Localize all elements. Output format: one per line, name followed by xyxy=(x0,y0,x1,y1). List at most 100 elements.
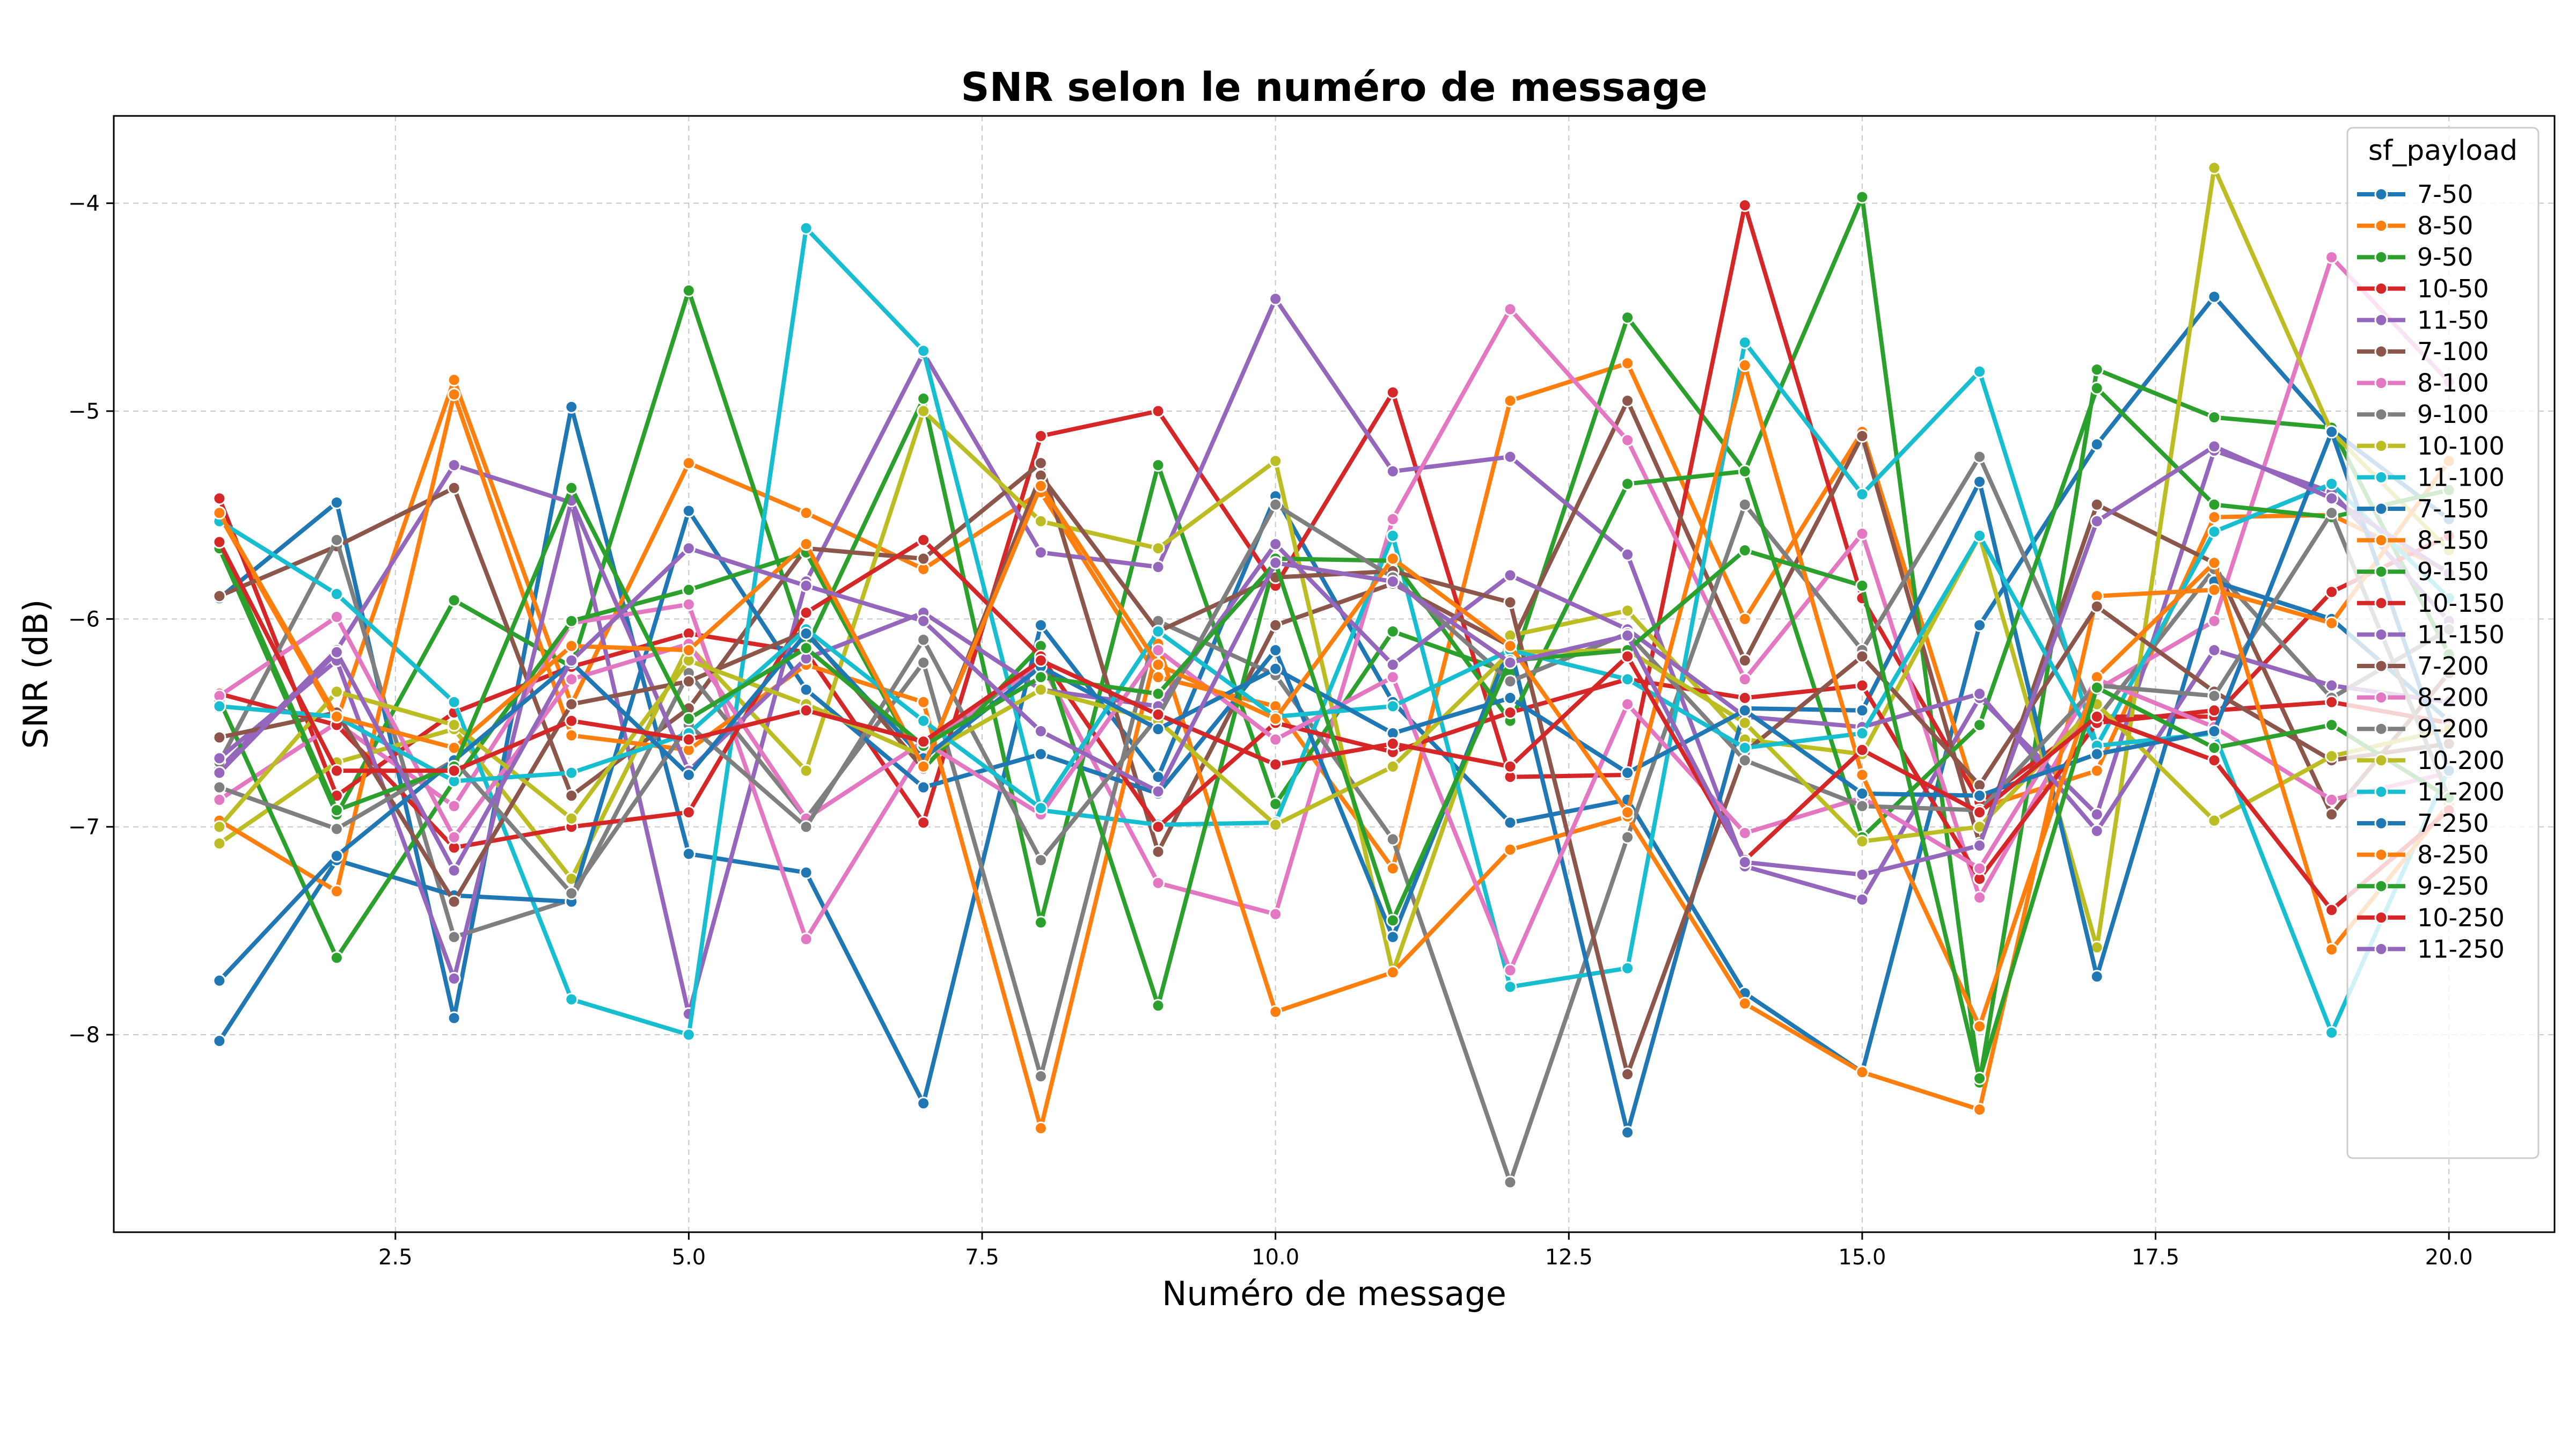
data-point xyxy=(1269,712,1283,726)
legend-label: 10-250 xyxy=(2417,903,2505,932)
data-point xyxy=(1269,733,1283,747)
data-point xyxy=(1034,683,1048,697)
data-point xyxy=(1034,1070,1048,1083)
data-point xyxy=(1386,965,1400,979)
legend-label: 11-100 xyxy=(2417,463,2505,492)
data-point xyxy=(799,866,813,880)
y-axis-label: SNR (dB) xyxy=(16,599,55,749)
data-point xyxy=(1973,618,1987,632)
legend-swatch-marker xyxy=(2374,816,2388,830)
data-point xyxy=(1855,835,1869,848)
legend-box xyxy=(2346,127,2540,1159)
y-tick-label: −8 xyxy=(68,1023,100,1048)
data-point xyxy=(1269,1005,1283,1019)
data-point xyxy=(565,728,579,742)
data-point xyxy=(1738,855,1752,869)
data-point xyxy=(1034,654,1048,668)
series-line xyxy=(217,429,2451,983)
data-point xyxy=(447,718,461,732)
data-point xyxy=(1855,649,1869,663)
data-point xyxy=(799,764,813,778)
data-point xyxy=(1621,830,1635,844)
data-point xyxy=(1973,529,1987,543)
data-point xyxy=(1151,625,1165,639)
data-point xyxy=(917,695,931,709)
data-point xyxy=(2207,724,2221,738)
data-point xyxy=(330,822,343,836)
data-point xyxy=(330,685,343,699)
data-point xyxy=(1738,612,1752,626)
data-point xyxy=(1503,691,1517,705)
data-point xyxy=(917,344,931,358)
data-point xyxy=(2207,741,2221,755)
data-point xyxy=(2325,477,2339,491)
data-point xyxy=(2325,1026,2339,1040)
data-point xyxy=(1386,737,1400,751)
legend-swatch-marker xyxy=(2374,722,2388,736)
chart-title: SNR selon le numéro de message xyxy=(961,64,1707,111)
data-point xyxy=(1503,302,1517,316)
data-point xyxy=(1855,799,1869,813)
legend-label: 8-250 xyxy=(2417,840,2489,869)
data-point xyxy=(213,793,226,807)
legend-label: 9-150 xyxy=(2417,557,2489,586)
data-point xyxy=(682,1028,696,1042)
data-point xyxy=(1503,450,1517,464)
data-point xyxy=(1738,826,1752,840)
legend-item: 7-250 xyxy=(2357,809,2489,838)
data-point xyxy=(2207,440,2221,453)
series-line xyxy=(217,486,2451,1081)
data-point xyxy=(1034,801,1048,815)
y-tick-label: −7 xyxy=(68,815,100,840)
legend-swatch-marker xyxy=(2374,345,2388,358)
data-point xyxy=(447,695,461,709)
series-7-50 xyxy=(213,290,2456,1110)
data-point xyxy=(1855,868,1869,882)
legend-item: 7-100 xyxy=(2357,337,2489,366)
data-point xyxy=(1151,670,1165,684)
data-point xyxy=(1034,618,1048,632)
data-point xyxy=(799,606,813,620)
data-point xyxy=(799,932,813,946)
data-point xyxy=(1621,672,1635,686)
legend-item: 11-250 xyxy=(2357,934,2505,963)
data-point xyxy=(799,537,813,551)
legend-swatch-marker xyxy=(2374,627,2388,641)
data-point xyxy=(1269,643,1283,657)
data-point xyxy=(330,803,343,817)
data-point xyxy=(565,811,579,825)
data-point xyxy=(447,971,461,985)
legend-item: 9-250 xyxy=(2357,872,2489,901)
data-point xyxy=(447,481,461,495)
legend-swatch-marker xyxy=(2374,785,2388,799)
legend-item: 8-100 xyxy=(2357,369,2489,398)
data-point xyxy=(330,849,343,863)
data-point xyxy=(2090,381,2104,395)
legend-label: 7-250 xyxy=(2417,809,2489,838)
legend-label: 8-150 xyxy=(2417,526,2489,555)
x-tick-label: 15.0 xyxy=(1838,1245,1886,1270)
data-point xyxy=(2325,942,2339,956)
data-point xyxy=(1738,497,1752,511)
series-line xyxy=(217,444,2451,877)
data-point xyxy=(1151,687,1165,701)
legend-swatch-marker xyxy=(2374,565,2388,579)
data-point xyxy=(1738,704,1752,718)
data-point xyxy=(1855,429,1869,443)
legend-swatch-marker xyxy=(2374,879,2388,893)
data-point xyxy=(1034,479,1048,493)
series-line xyxy=(217,540,2451,912)
data-point xyxy=(2207,704,2221,718)
data-point xyxy=(1973,890,1987,904)
data-point xyxy=(1621,1067,1635,1081)
legend-swatch-marker xyxy=(2374,407,2388,421)
y-tick-label: −5 xyxy=(68,399,100,424)
data-point xyxy=(1973,806,1987,819)
data-point xyxy=(2090,599,2104,613)
data-point xyxy=(1503,816,1517,830)
data-point xyxy=(1503,595,1517,609)
data-point xyxy=(213,730,226,744)
data-point xyxy=(1269,556,1283,570)
data-point xyxy=(1738,358,1752,372)
data-point xyxy=(682,847,696,861)
